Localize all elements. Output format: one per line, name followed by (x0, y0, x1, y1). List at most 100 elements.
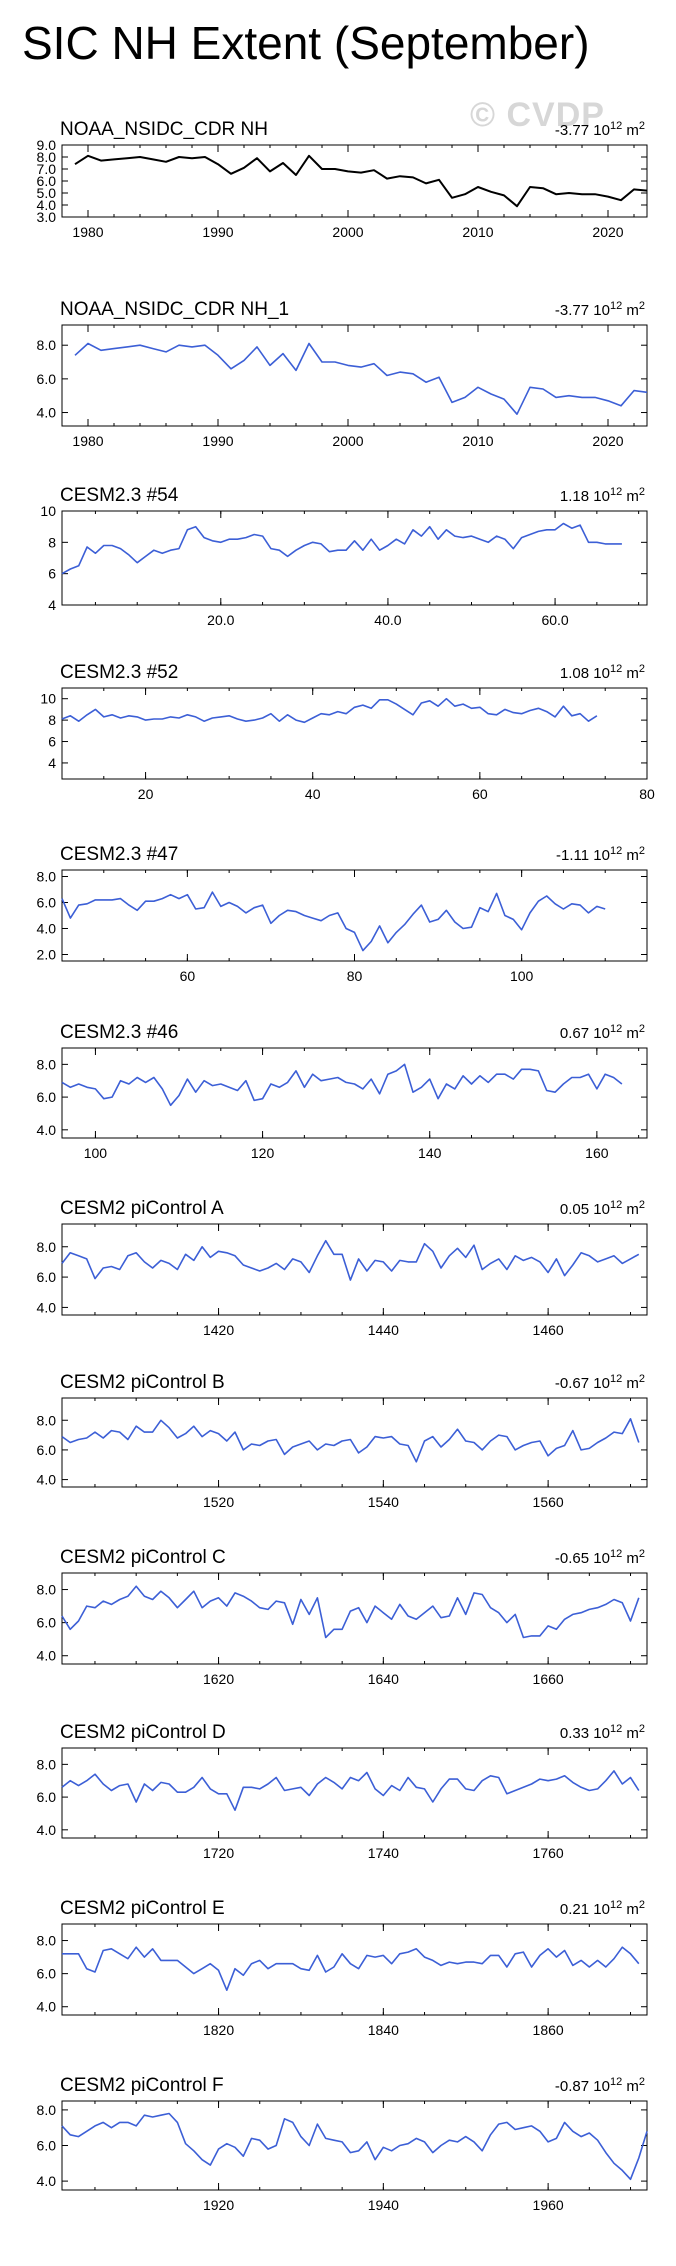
y-tick-label: 6.0 (37, 895, 57, 911)
y-tick-label: 4.0 (37, 405, 57, 421)
plot-frame (61, 1397, 648, 1488)
chart-panel-10: CESM2 piControl D 0.33 1012 m2 4.0 6.0 8.0 17… (37, 1722, 648, 1861)
series-line (62, 1946, 640, 1991)
trend-label: -0.87 1012 m2 (555, 2076, 645, 2095)
trend-exponent: 12 (610, 1199, 622, 1211)
plot-frame (61, 1747, 648, 1839)
page-title: SIC NH Extent (September) (22, 17, 590, 69)
series-line (74, 342, 648, 416)
plot-frame (61, 510, 648, 606)
y-tick-label: 4.0 (37, 1299, 57, 1315)
x-tick-label: 120 (251, 1145, 275, 1161)
panel-title: CESM2 piControl A (60, 1198, 224, 1219)
x-tick-label: 1760 (533, 1845, 564, 1861)
x-tick-label: 60 (180, 968, 196, 984)
trend-label: -0.67 1012 m2 (555, 1373, 645, 1392)
x-tick-label: 2010 (462, 224, 493, 240)
trend-value: 1.08 10 (560, 665, 610, 682)
y-tick-label: 4.0 (37, 197, 57, 213)
trend-unit-exponent: 2 (639, 663, 645, 675)
y-tick-label: 8.0 (37, 1582, 57, 1598)
y-tick-label: 6.0 (37, 1269, 57, 1285)
chart-panel-4: CESM2.3 #52 1.08 1012 m2 4 6 8 10 20 40 60 80 (40, 662, 655, 802)
series-line (61, 697, 598, 724)
trend-unit-exponent: 2 (639, 1023, 645, 1035)
trend-value: -1.11 10 (556, 847, 610, 864)
series-line (61, 1770, 640, 1811)
trend-label: -0.65 1012 m2 (555, 1548, 645, 1567)
x-tick-label: 140 (418, 1145, 442, 1161)
trend-label: 1.08 1012 m2 (560, 663, 645, 682)
y-tick-label: 6.0 (37, 173, 57, 189)
x-tick-label: 1980 (72, 433, 103, 449)
trend-exponent: 12 (610, 120, 622, 132)
trend-label: -1.11 1012 m2 (556, 845, 645, 864)
chart-panel-11: CESM2 piControl E 0.21 1012 m2 4.0 6.0 8.0 18… (37, 1898, 648, 2038)
series-line (61, 2112, 648, 2181)
trend-unit-exponent: 2 (639, 1199, 645, 1211)
trend-exponent: 12 (610, 1899, 622, 1911)
trend-unit: m (622, 1550, 639, 1567)
y-tick-label: 6.0 (37, 1966, 57, 1982)
x-tick-label: 1960 (533, 2197, 564, 2213)
trend-label: 0.67 1012 m2 (560, 1023, 645, 1042)
y-tick-label: 8.0 (37, 2102, 57, 2118)
trend-value: 0.67 10 (560, 1025, 610, 1042)
y-tick-label: 3.0 (37, 209, 57, 225)
trend-unit-exponent: 2 (639, 120, 645, 132)
y-tick-label: 8.0 (37, 337, 57, 353)
trend-value: 0.21 10 (560, 1901, 610, 1918)
x-tick-label: 40.0 (374, 612, 401, 628)
trend-exponent: 12 (610, 300, 622, 312)
trend-exponent: 12 (610, 1548, 622, 1560)
trend-unit: m (622, 1201, 639, 1218)
trend-label: -3.77 1012 m2 (555, 300, 645, 319)
y-tick-label: 4.0 (37, 921, 57, 937)
trend-unit-exponent: 2 (639, 845, 645, 857)
chart-panel-8: CESM2 piControl B -0.67 1012 m2 4.0 6.0 8.0 1… (37, 1372, 648, 1510)
plot-frame (61, 869, 648, 962)
series-line (61, 1239, 640, 1281)
y-tick-label: 6 (48, 734, 56, 750)
panel-title: NOAA_NSIDC_CDR NH_1 (60, 299, 289, 320)
y-tick-label: 6.0 (37, 1089, 57, 1105)
x-tick-label: 1440 (368, 1322, 399, 1338)
trend-unit-exponent: 2 (639, 486, 645, 498)
trend-unit-exponent: 2 (639, 300, 645, 312)
series-line (61, 891, 606, 952)
panel-title: NOAA_NSIDC_CDR NH (60, 119, 268, 140)
chart-panel-3: CESM2.3 #54 1.18 1012 m2 4 6 8 10 20.0 40.0 60.0 (40, 485, 648, 628)
y-tick-label: 8.0 (37, 1756, 57, 1772)
trend-value: 0.33 10 (560, 1725, 610, 1742)
y-tick-label: 10 (40, 691, 56, 707)
x-tick-label: 2000 (332, 433, 363, 449)
plot-frame (61, 2100, 648, 2191)
x-tick-label: 80 (639, 786, 655, 802)
trend-label: 0.05 1012 m2 (560, 1199, 645, 1218)
y-tick-label: 8.0 (37, 869, 57, 885)
panel-title: CESM2 piControl B (60, 1372, 225, 1393)
trend-unit: m (622, 2078, 639, 2095)
trend-exponent: 12 (610, 663, 622, 675)
series-line (61, 522, 622, 575)
plot-frame (61, 324, 648, 427)
y-tick-label: 8 (48, 534, 56, 550)
y-tick-label: 4.0 (37, 1648, 57, 1664)
x-tick-label: 1520 (203, 1494, 234, 1510)
series-line (61, 1418, 640, 1463)
trend-unit-exponent: 2 (639, 1548, 645, 1560)
y-tick-label: 7.0 (37, 161, 57, 177)
y-tick-label: 5.0 (37, 185, 57, 201)
panel-title: CESM2 piControl F (60, 2075, 224, 2096)
trend-value: -3.77 10 (555, 302, 610, 319)
x-tick-label: 100 (510, 968, 534, 984)
x-tick-label: 1560 (533, 1494, 564, 1510)
y-tick-label: 8.0 (37, 1412, 57, 1428)
x-tick-label: 1990 (202, 224, 233, 240)
trend-value: -0.87 10 (555, 2078, 610, 2095)
trend-unit: m (622, 665, 639, 682)
trend-unit: m (622, 1025, 639, 1042)
x-tick-label: 1920 (203, 2197, 234, 2213)
trend-label: 0.33 1012 m2 (560, 1723, 645, 1742)
panel-title: CESM2 piControl D (60, 1722, 226, 1743)
